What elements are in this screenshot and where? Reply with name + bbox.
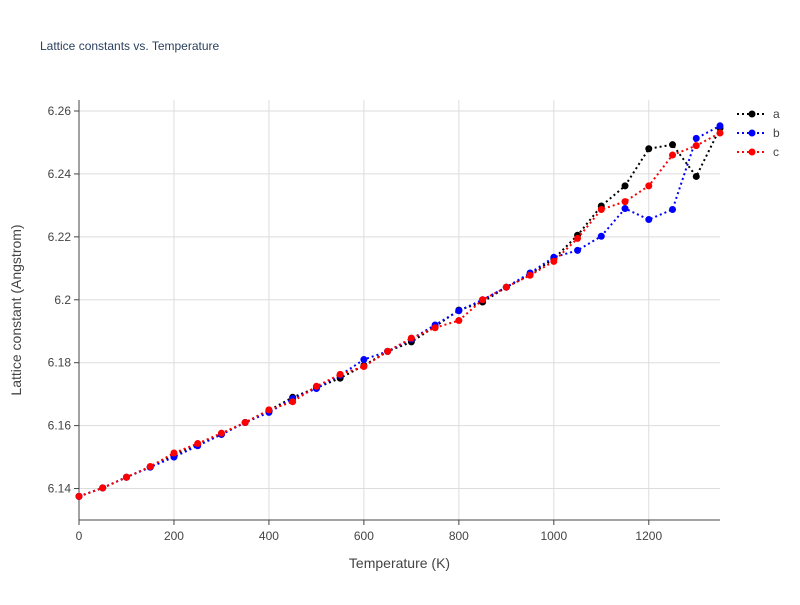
series-c: [75, 129, 724, 500]
y-tick-label: 6.24: [48, 167, 72, 181]
x-tick-label: 400: [259, 529, 279, 543]
data-point-b: [716, 122, 724, 130]
data-point-c: [122, 473, 130, 481]
y-tick-label: 6.16: [48, 419, 72, 433]
data-point-c: [194, 440, 202, 448]
data-point-b: [669, 205, 677, 213]
data-point-a: [669, 141, 677, 149]
data-point-c: [455, 317, 463, 325]
legend-marker-b: [748, 129, 756, 137]
legend-label-b: b: [773, 126, 780, 140]
legend-marker-c: [748, 148, 756, 156]
x-tick-label: 1200: [635, 529, 662, 543]
data-point-b: [645, 216, 653, 224]
data-point-c: [550, 257, 558, 265]
series-line-a: [78, 127, 721, 498]
data-point-c: [170, 449, 178, 457]
data-point-c: [99, 484, 107, 492]
data-point-c: [146, 463, 154, 471]
data-point-c: [217, 429, 225, 437]
data-point-c: [621, 198, 629, 206]
data-point-c: [360, 362, 368, 370]
y-tick-label: 6.26: [48, 104, 72, 118]
axes: [74, 100, 720, 525]
data-point-c: [716, 129, 724, 137]
data-point-c: [407, 334, 415, 342]
legend-item-a[interactable]: a: [737, 107, 780, 121]
data-point-c: [526, 271, 534, 279]
y-axis-title: Lattice constant (Angstrom): [8, 224, 24, 395]
y-tick-label: 6.2: [54, 293, 71, 307]
data-point-b: [574, 246, 582, 254]
data-point-b: [455, 307, 463, 315]
grid-lines: [79, 100, 720, 520]
data-point-c: [479, 296, 487, 304]
series-b: [75, 122, 724, 500]
data-point-c: [312, 382, 320, 390]
x-tick-label: 200: [164, 529, 184, 543]
data-point-a: [692, 172, 700, 180]
data-point-c: [597, 205, 605, 213]
y-tick-label: 6.22: [48, 230, 72, 244]
data-point-b: [621, 205, 629, 213]
data-point-c: [574, 234, 582, 242]
x-tick-label: 600: [354, 529, 374, 543]
x-tick-label: 800: [449, 529, 469, 543]
data-point-c: [265, 406, 273, 414]
x-axis-title: Temperature (K): [349, 555, 450, 571]
y-tick-label: 6.14: [48, 482, 72, 496]
data-point-b: [597, 232, 605, 240]
legend-label-a: a: [773, 107, 780, 121]
series-line-c: [78, 132, 721, 498]
x-tick-label: 0: [76, 529, 83, 543]
x-tick-label: 1000: [540, 529, 567, 543]
data-point-b: [360, 356, 368, 364]
data-point-c: [384, 347, 392, 355]
data-point-c: [502, 283, 510, 291]
data-point-c: [336, 370, 344, 378]
legend-item-b[interactable]: b: [737, 126, 780, 140]
series-group: [75, 122, 724, 500]
legend-item-c[interactable]: c: [737, 145, 779, 159]
data-point-c: [431, 324, 439, 332]
legend-label-c: c: [773, 145, 779, 159]
x-tick-labels: 0 200 400 600 800 1000 1200: [76, 529, 663, 543]
data-point-c: [289, 398, 297, 406]
legend-marker-a: [748, 110, 756, 118]
data-point-c: [669, 151, 677, 159]
legend[interactable]: abc: [737, 107, 780, 159]
data-point-c: [645, 182, 653, 190]
y-tick-labels: 6.14 6.16 6.18 6.2 6.22 6.24 6.26: [48, 104, 72, 496]
data-point-a: [621, 182, 629, 190]
data-point-c: [692, 142, 700, 150]
series-a: [75, 124, 724, 500]
series-line-b: [78, 124, 721, 498]
data-point-c: [75, 492, 83, 500]
data-point-c: [241, 418, 249, 426]
data-point-a: [645, 145, 653, 153]
data-point-b: [692, 134, 700, 142]
chart-title: Lattice constants vs. Temperature: [40, 39, 220, 53]
y-tick-label: 6.18: [48, 356, 72, 370]
